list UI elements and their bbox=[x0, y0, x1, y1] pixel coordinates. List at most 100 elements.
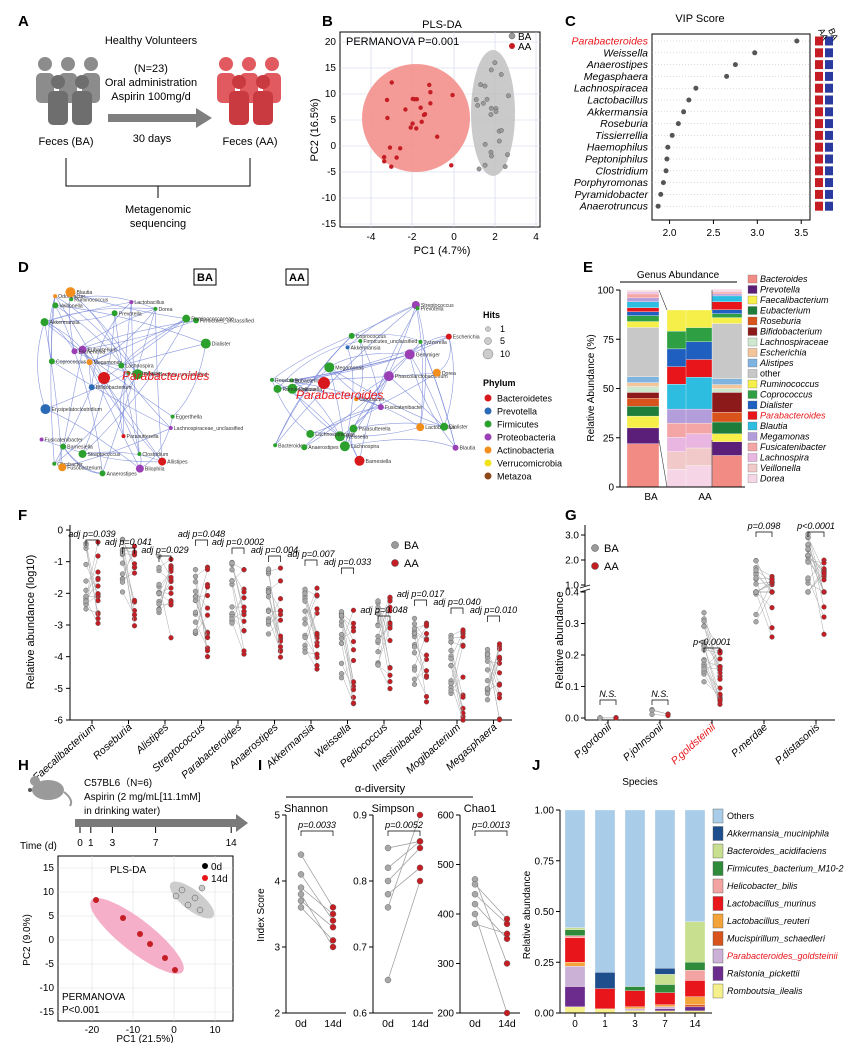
seq-line2: sequencing bbox=[130, 218, 186, 230]
f-pair-line bbox=[231, 621, 245, 655]
f-aa-point bbox=[350, 679, 357, 685]
network-node-label: Weissella bbox=[346, 434, 368, 440]
g-ba-point bbox=[701, 618, 707, 624]
f-aa-point bbox=[204, 648, 211, 654]
genus-legend-swatch bbox=[747, 411, 758, 420]
g-pvalue: p=0.098 bbox=[747, 521, 781, 531]
aa-point bbox=[385, 115, 390, 121]
aa-point bbox=[381, 154, 387, 160]
network-edge bbox=[55, 305, 75, 352]
phylum-label: Bacteroidetes bbox=[497, 394, 553, 404]
f-ba-point bbox=[484, 646, 491, 653]
g-ba-point bbox=[753, 558, 759, 564]
g-yticks: 3.0 2.0 1.00.4 0.3 0.2 0.1 0.0 bbox=[565, 531, 591, 725]
panel-j: Species 1.00 0.75 0.50 0.25 0.00 Relative ab… bbox=[522, 777, 844, 1030]
f-pair-line bbox=[304, 588, 318, 620]
genus-segment-detail bbox=[685, 359, 713, 378]
h-0d-point bbox=[178, 886, 186, 894]
f-aa-point bbox=[204, 634, 211, 641]
network-edge bbox=[291, 380, 341, 437]
network-edge bbox=[415, 304, 424, 428]
i-title: α-diversity bbox=[355, 783, 406, 795]
i-14d-point bbox=[503, 960, 511, 967]
f-ba-point bbox=[192, 628, 199, 634]
f-bracket bbox=[231, 547, 245, 554]
network-node-label: Dorea bbox=[158, 307, 172, 313]
network-node-label: Citrobacter bbox=[57, 462, 83, 468]
h-xlabel: PC1 (21.5%) bbox=[116, 1034, 173, 1043]
g-category: P.johnsonii bbox=[621, 721, 667, 764]
f-aa-point bbox=[168, 574, 174, 581]
f-aa-point bbox=[350, 628, 357, 634]
i-pair-line bbox=[300, 874, 334, 921]
network-node-label: Megamonas bbox=[335, 365, 364, 371]
f-pair-line bbox=[231, 589, 245, 624]
network-node bbox=[339, 441, 350, 452]
vip-label: Roseburia bbox=[600, 118, 648, 130]
g-pair-line bbox=[651, 710, 669, 715]
g-axis-break-mark bbox=[579, 584, 591, 593]
i-ytick: 0.7 bbox=[353, 943, 367, 954]
phylum-title: Phylum bbox=[483, 378, 516, 388]
f-pair-line bbox=[450, 665, 464, 721]
vip-cell-ba bbox=[825, 60, 833, 70]
g-ytick: 2.0 bbox=[565, 556, 579, 567]
network-edge bbox=[54, 295, 140, 455]
i-pair-line bbox=[387, 814, 421, 908]
panel-label-g: G bbox=[565, 507, 577, 524]
f-ba-point bbox=[119, 536, 126, 543]
f-aa-point bbox=[496, 682, 503, 688]
g-category: P.merdae bbox=[729, 721, 770, 760]
i-panel-title: Chao1 bbox=[464, 803, 496, 815]
f-pvalue: adj p=0.017 bbox=[397, 589, 445, 599]
i-14d-point bbox=[416, 838, 424, 845]
network-edge bbox=[329, 353, 410, 368]
g-category: P.gordonii bbox=[572, 721, 615, 761]
j-legend-swatch bbox=[712, 983, 724, 999]
network-edge bbox=[360, 340, 382, 408]
b-ytick: -15 bbox=[322, 219, 337, 230]
genus-legend-label: Parabacteroides bbox=[760, 411, 826, 421]
b-xtick: 0 bbox=[451, 232, 457, 243]
genus-segment-detail bbox=[685, 465, 713, 488]
f-legend-aa: AA bbox=[404, 558, 419, 570]
i-14d-point bbox=[503, 930, 511, 937]
genus-segment-detail bbox=[685, 327, 713, 343]
i-14d-point bbox=[329, 937, 337, 944]
h-frame bbox=[57, 855, 234, 1022]
network-edge bbox=[54, 295, 138, 375]
net-aa-para: Parabacteroides bbox=[296, 388, 383, 402]
f-aa-point bbox=[460, 674, 466, 680]
f-ylabel: Relative abundance (log10) bbox=[25, 555, 37, 690]
i-pvalue: p=0.0052 bbox=[384, 820, 423, 830]
i-0d-point bbox=[471, 881, 479, 888]
vip-cell-aa bbox=[815, 95, 823, 105]
aa-ellipse bbox=[362, 64, 470, 172]
vip-cell-ba bbox=[825, 166, 833, 176]
vip-cell-ba bbox=[825, 201, 833, 211]
network-node-label: Blautia bbox=[460, 446, 476, 452]
g-ba-point bbox=[805, 575, 811, 581]
f-aa-point bbox=[95, 598, 101, 604]
f-aa-point bbox=[314, 592, 320, 598]
network-node bbox=[192, 317, 199, 324]
f-pair-line bbox=[85, 543, 99, 601]
vip-xtick: 3.0 bbox=[750, 228, 764, 239]
f-pair-line bbox=[450, 633, 464, 681]
j-segment bbox=[624, 986, 646, 991]
i-panel-title: Simpson bbox=[372, 803, 415, 815]
f-ba-point bbox=[265, 618, 272, 625]
network-node bbox=[334, 431, 345, 442]
f-aa-point bbox=[350, 647, 357, 653]
j-xcat: 3 bbox=[632, 1019, 638, 1030]
j-legend-label: Lactobacillus_reuteri bbox=[727, 916, 811, 926]
g-pair-line bbox=[807, 533, 825, 593]
g-aa-point bbox=[769, 589, 775, 595]
g-pair-line bbox=[807, 548, 825, 576]
g-bracket bbox=[651, 699, 669, 705]
network-edge bbox=[344, 439, 456, 449]
f-pvalue: adj p=0.039 bbox=[68, 529, 115, 539]
f-ba-point bbox=[448, 687, 454, 694]
i-xcat: 0d bbox=[295, 1018, 307, 1030]
i-14d-point bbox=[503, 1009, 511, 1017]
